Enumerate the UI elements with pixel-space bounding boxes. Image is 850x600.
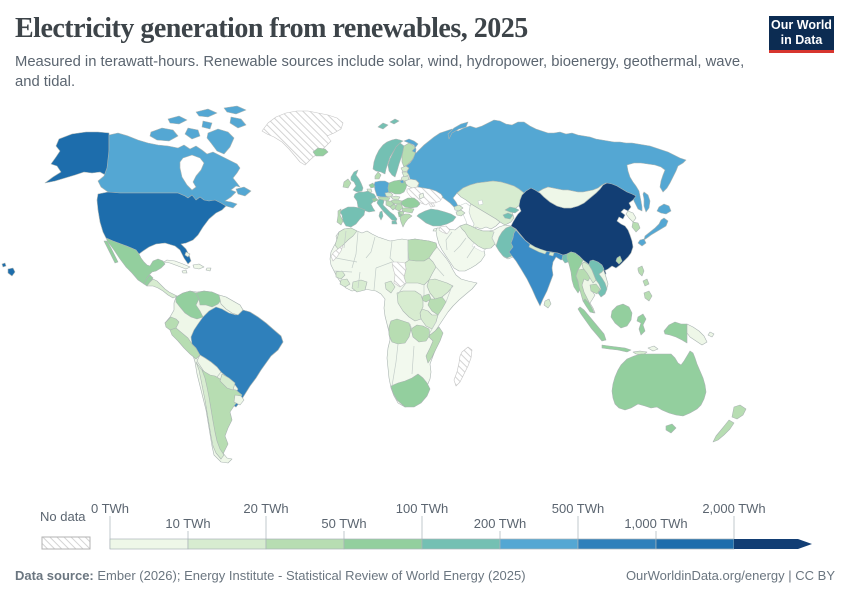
svg-text:100 TWh: 100 TWh — [396, 501, 449, 516]
svg-text:200 TWh: 200 TWh — [474, 516, 527, 531]
svg-text:50 TWh: 50 TWh — [321, 516, 366, 531]
svg-text:1,000 TWh: 1,000 TWh — [624, 516, 687, 531]
svg-text:500 TWh: 500 TWh — [552, 501, 605, 516]
svg-text:20 TWh: 20 TWh — [243, 501, 288, 516]
svg-text:2,000 TWh: 2,000 TWh — [702, 501, 765, 516]
svg-text:No data: No data — [40, 509, 86, 524]
svg-text:10 TWh: 10 TWh — [165, 516, 210, 531]
svg-text:0 TWh: 0 TWh — [91, 501, 129, 516]
